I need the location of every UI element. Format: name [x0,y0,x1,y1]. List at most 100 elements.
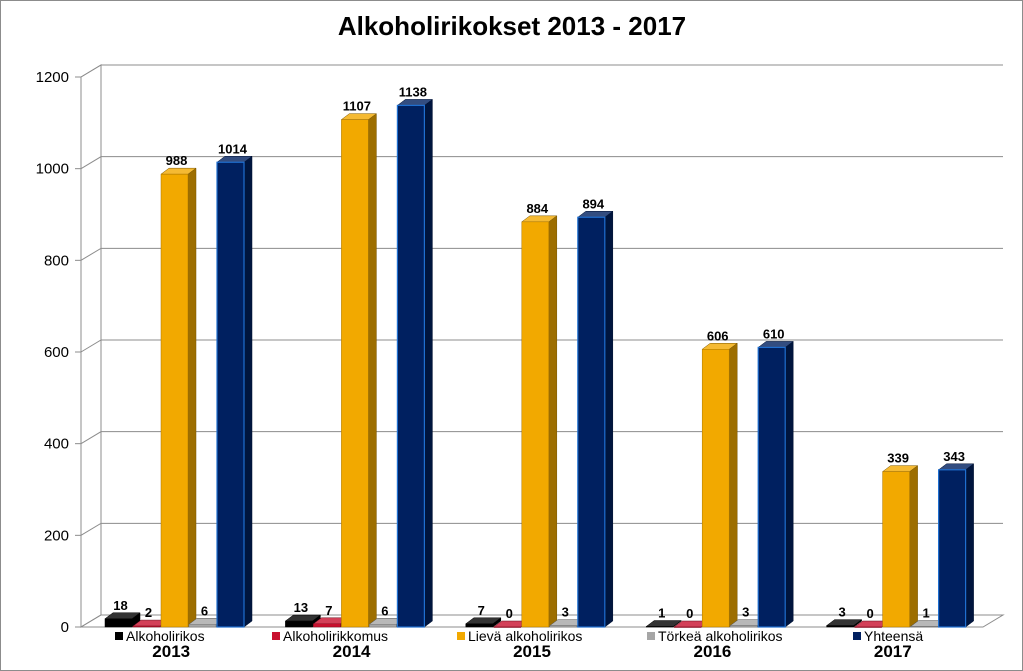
y-tick-label: 800 [44,252,69,269]
y-axis: 0 200 400 600 800 1000 1200 [36,69,82,636]
bar-front [369,624,397,628]
legend-swatch [647,632,655,640]
legend-label: Törkeä alkoholirikos [658,628,783,644]
category-label: 2016 [693,642,731,661]
legend-item: Alkoholirikos [115,628,205,644]
bar [216,155,253,628]
y-tick-label: 600 [44,344,69,361]
bar-front [729,625,758,628]
gridline [80,247,1003,261]
data-label: 606 [707,328,729,343]
bar-front [673,626,702,628]
bar [881,465,919,628]
bar-front [465,623,494,628]
data-label: 610 [763,326,785,341]
bar-front [216,161,245,628]
bar [340,113,378,628]
data-label: 3 [838,605,845,620]
legend-item: Alkoholirikkomus [272,628,388,644]
data-label: 1 [658,606,665,621]
data-label: 884 [526,201,548,216]
bar-front [549,625,578,628]
bar-front [132,625,161,628]
legend-swatch [115,632,123,640]
bar [577,210,614,628]
data-label: 6 [201,603,208,618]
y-tick-label: 200 [44,527,69,544]
data-label: 0 [686,606,693,621]
bars [104,98,975,628]
bar-front [854,626,882,628]
data-label: 1014 [218,141,248,156]
y-tick-label: 400 [44,436,69,453]
bar [396,98,434,628]
bar-side [548,215,558,628]
legend-label: Yhteensä [864,628,923,644]
bar-front [701,349,730,628]
data-label: 988 [166,153,188,168]
data-label: 2 [145,605,152,620]
bar-side [604,210,614,628]
data-label: 343 [943,449,965,464]
data-label: 1 [922,606,929,621]
bar [465,617,502,628]
bar-front [396,104,425,628]
data-label: 7 [478,603,485,618]
bar-front [313,623,341,628]
y-tick-label: 0 [61,619,69,636]
bar-front [910,626,938,628]
bar [645,620,682,628]
chart-title: Alkoholirikokset 2013 - 2017 [338,11,686,41]
bar [701,342,738,628]
data-label: 1138 [399,84,427,99]
data-label: 0 [506,606,513,621]
bar-side [243,155,253,628]
data-label: 0 [866,606,873,621]
y-tick-label: 1000 [36,161,69,178]
bar [104,612,141,628]
data-label: 3 [742,605,749,620]
gridline [80,339,1003,353]
data-label: 1107 [343,99,371,114]
bar-front [493,626,522,628]
bar-side [784,340,794,628]
bar-front [826,625,854,628]
bar-side [424,98,433,628]
bar-side [187,167,197,628]
bar-front [577,216,606,628]
bar-front [521,221,550,628]
bar-side [368,113,377,628]
bar [825,619,863,628]
bar-side [728,342,738,628]
bar-front [341,119,369,628]
data-label: 6 [381,603,388,618]
legend-label: Alkoholirikos [126,628,205,644]
bar [757,340,794,628]
gridline [80,156,1003,170]
data-label: 13 [294,600,308,615]
data-label: 7 [325,603,332,618]
data-label: 18 [113,598,127,613]
bar-front [937,469,967,628]
legend-label: Alkoholirikkomus [283,628,388,644]
bar [521,215,558,628]
category-label: 2015 [513,642,551,661]
data-label: 339 [887,451,909,466]
legend-item: Yhteensä [853,628,923,644]
category-label: 2017 [874,642,912,661]
data-label: 894 [582,196,604,211]
bar-front [188,624,217,628]
category-label: 2013 [152,642,190,661]
legend-item: Törkeä alkoholirikos [647,628,783,644]
gridline [80,64,1003,78]
bar-side [909,465,918,628]
bar-front [104,618,133,628]
legend-swatch [853,632,861,640]
category-label: 2014 [333,642,371,661]
legend-swatch [457,632,465,640]
data-label: 3 [562,605,569,620]
y-tick-label: 1200 [36,69,69,86]
